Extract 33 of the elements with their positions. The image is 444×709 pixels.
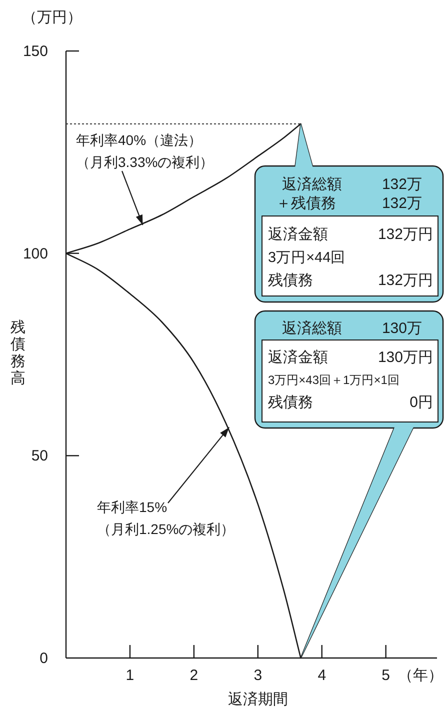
annotation: 130万円 xyxy=(378,349,433,366)
x-tick-label: 2 xyxy=(190,667,198,684)
annotation: 0円 xyxy=(410,394,433,411)
annotation: 返済金額 xyxy=(268,349,328,366)
x-axis-title: 返済期間 xyxy=(228,691,288,708)
annotation: 3万円×43回＋1万円×1回 xyxy=(268,373,400,387)
x-tick-label: 5 xyxy=(382,667,390,684)
x-tick-label: 1 xyxy=(126,667,134,684)
x-tick-label: 3 xyxy=(254,667,262,684)
x-tick-label: 4 xyxy=(318,667,326,684)
annotation: （月利3.33%の複利） xyxy=(76,154,214,170)
y-tick-label: 50 xyxy=(31,448,48,465)
annotation: 3万円×44回 xyxy=(268,250,346,266)
text: （年） xyxy=(398,667,443,684)
y-tick-label: 0 xyxy=(40,650,48,667)
annotation: （月利1.25%の複利） xyxy=(97,521,235,537)
annotation: 132万 xyxy=(382,195,422,212)
annotation: 年利率40%（違法） xyxy=(76,132,202,148)
text: （万円） xyxy=(22,9,82,26)
y-tick-label: 150 xyxy=(22,43,48,60)
annotation: 返済総額 xyxy=(282,176,342,193)
annotation: 返済総額 xyxy=(282,320,342,337)
annotation: 返済金額 xyxy=(268,226,328,243)
annotation: 残債務 xyxy=(268,394,313,411)
annotation: 132万 xyxy=(382,176,422,193)
annotation: 130万 xyxy=(382,320,422,337)
y-tick-label: 100 xyxy=(22,245,48,262)
annotation: 132万円 xyxy=(378,226,433,243)
annotation: 132万円 xyxy=(378,272,433,289)
annotation: 残債務 xyxy=(268,272,313,289)
y-axis-title: 残債務高 xyxy=(10,319,26,387)
annotation: 年利率15% xyxy=(97,499,168,515)
annotation: ＋残債務 xyxy=(276,195,336,212)
